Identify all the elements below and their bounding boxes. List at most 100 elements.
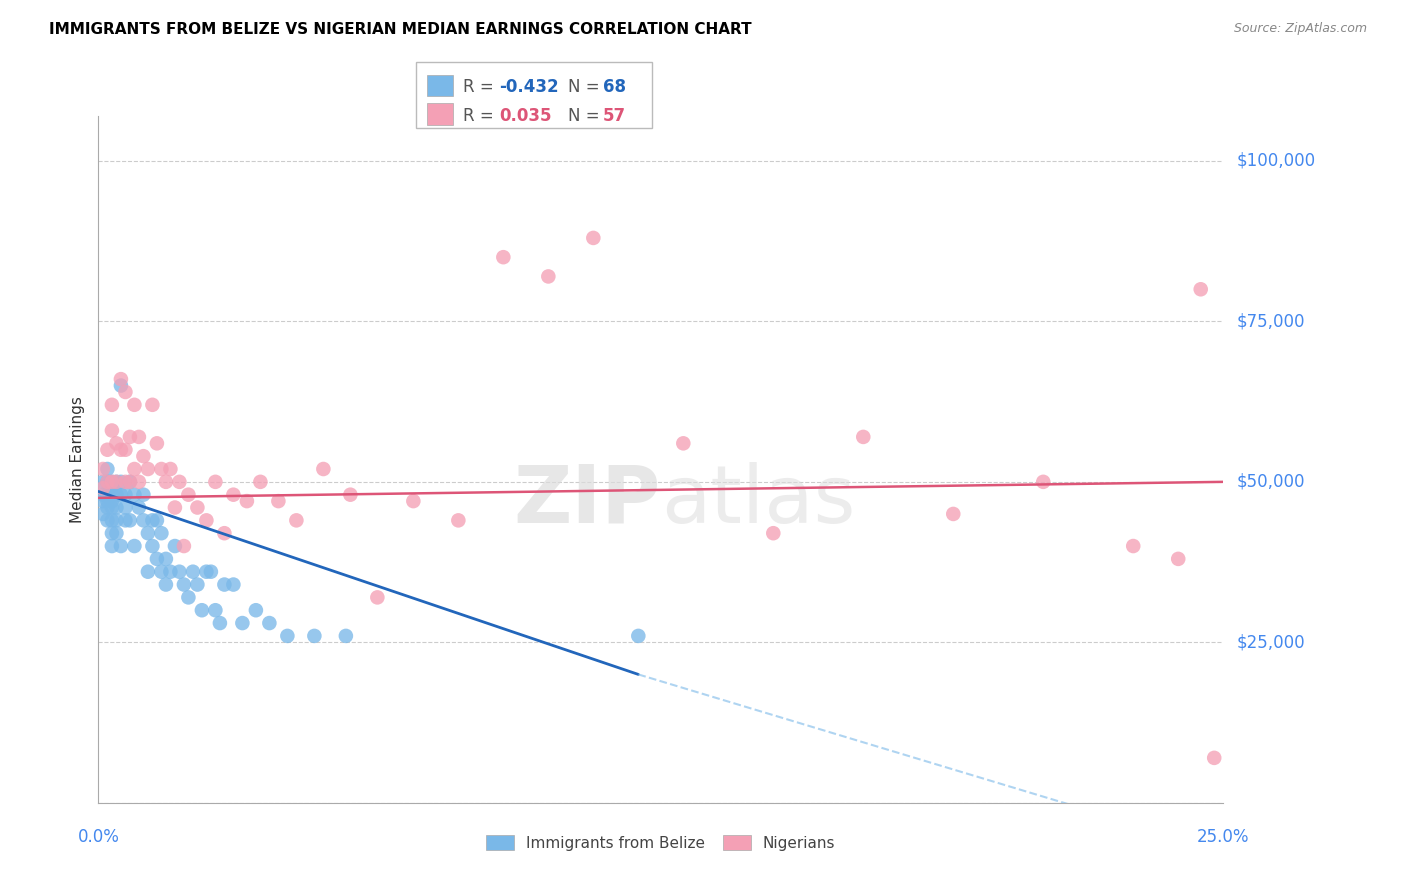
Point [101, 475, 124, 489]
Point [159, 462, 181, 476]
Text: IMMIGRANTS FROM BELIZE VS NIGERIAN MEDIAN EARNINGS CORRELATION CHART: IMMIGRANTS FROM BELIZE VS NIGERIAN MEDIA… [49, 22, 752, 37]
Point [214, 526, 236, 541]
Point [537, 269, 560, 284]
Point [114, 500, 136, 515]
Point [136, 565, 159, 579]
Point [942, 507, 965, 521]
Point [204, 603, 226, 617]
Point [91, 488, 114, 502]
Point [222, 577, 245, 591]
Text: -0.432: -0.432 [499, 78, 558, 96]
Point [141, 398, 163, 412]
Point [146, 436, 169, 450]
Point [214, 577, 236, 591]
Point [236, 494, 259, 508]
Point [105, 488, 128, 502]
Point [105, 475, 128, 489]
Point [118, 475, 141, 489]
Point [91, 494, 114, 508]
Text: N =: N = [568, 78, 605, 96]
Point [208, 616, 231, 631]
Point [245, 603, 267, 617]
Point [105, 436, 128, 450]
Point [312, 462, 335, 476]
Point [627, 629, 650, 643]
Point [114, 488, 136, 502]
Point [110, 372, 132, 386]
Point [402, 494, 425, 508]
Point [118, 430, 141, 444]
Point [169, 475, 191, 489]
Point [96, 513, 118, 527]
Point [136, 462, 159, 476]
Point [96, 488, 118, 502]
Point [110, 475, 132, 489]
Point [150, 462, 173, 476]
Point [150, 565, 173, 579]
Point [101, 475, 124, 489]
Point [1122, 539, 1144, 553]
Point [124, 488, 146, 502]
Point [155, 552, 177, 566]
Point [96, 494, 118, 508]
Point [181, 565, 204, 579]
Point [128, 430, 150, 444]
Point [177, 488, 200, 502]
Point [96, 475, 118, 489]
Point [169, 565, 191, 579]
Point [136, 526, 159, 541]
Point [155, 475, 177, 489]
Point [96, 500, 118, 515]
Point [91, 475, 114, 489]
Point [110, 378, 132, 392]
Point [101, 513, 124, 527]
Point [191, 603, 214, 617]
Point [91, 481, 114, 495]
Point [105, 513, 128, 527]
Point [339, 488, 361, 502]
Point [118, 475, 141, 489]
Point [276, 629, 298, 643]
Point [1032, 475, 1054, 489]
Point [114, 475, 136, 489]
Point [1204, 751, 1226, 765]
Point [852, 430, 875, 444]
Point [128, 500, 150, 515]
Text: N =: N = [568, 107, 605, 125]
Point [110, 442, 132, 457]
Point [447, 513, 470, 527]
Point [141, 513, 163, 527]
Point [110, 539, 132, 553]
Text: 68: 68 [603, 78, 626, 96]
Point [101, 488, 124, 502]
Point [195, 513, 218, 527]
Text: R =: R = [463, 107, 499, 125]
Point [132, 449, 155, 463]
Point [105, 526, 128, 541]
Point [186, 577, 208, 591]
Text: $50,000: $50,000 [1237, 473, 1306, 491]
Point [249, 475, 271, 489]
Point [141, 539, 163, 553]
Point [124, 398, 146, 412]
Point [267, 494, 290, 508]
Point [672, 436, 695, 450]
Text: Source: ZipAtlas.com: Source: ZipAtlas.com [1233, 22, 1367, 36]
Text: atlas: atlas [661, 461, 855, 540]
Point [200, 565, 222, 579]
Point [114, 442, 136, 457]
Y-axis label: Median Earnings: Median Earnings [70, 396, 86, 523]
Point [173, 539, 195, 553]
Point [146, 552, 169, 566]
Point [177, 591, 200, 605]
Point [1189, 282, 1212, 296]
Point [259, 616, 281, 631]
Point [101, 398, 124, 412]
Point [163, 539, 186, 553]
Point [96, 442, 118, 457]
Point [91, 462, 114, 476]
Point [155, 577, 177, 591]
Text: $100,000: $100,000 [1237, 152, 1316, 169]
Text: $75,000: $75,000 [1237, 312, 1306, 330]
Point [492, 250, 515, 264]
